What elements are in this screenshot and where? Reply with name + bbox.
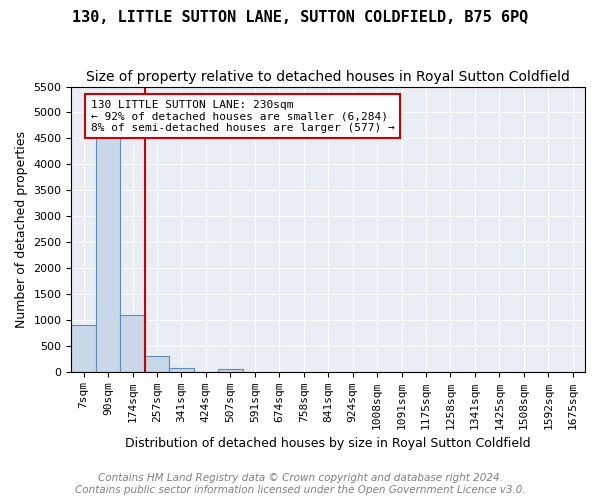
Title: Size of property relative to detached houses in Royal Sutton Coldfield: Size of property relative to detached ho… xyxy=(86,70,570,84)
Bar xyxy=(71,325,96,372)
Text: 130 LITTLE SUTTON LANE: 230sqm
← 92% of detached houses are smaller (6,284)
8% o: 130 LITTLE SUTTON LANE: 230sqm ← 92% of … xyxy=(91,100,395,132)
Bar xyxy=(169,368,194,372)
Y-axis label: Number of detached properties: Number of detached properties xyxy=(15,130,28,328)
Bar xyxy=(218,369,242,372)
X-axis label: Distribution of detached houses by size in Royal Sutton Coldfield: Distribution of detached houses by size … xyxy=(125,437,531,450)
Bar xyxy=(96,136,121,372)
Text: 130, LITTLE SUTTON LANE, SUTTON COLDFIELD, B75 6PQ: 130, LITTLE SUTTON LANE, SUTTON COLDFIEL… xyxy=(72,10,528,25)
Text: Contains HM Land Registry data © Crown copyright and database right 2024.
Contai: Contains HM Land Registry data © Crown c… xyxy=(74,474,526,495)
Bar xyxy=(145,356,169,372)
Bar xyxy=(121,314,145,372)
